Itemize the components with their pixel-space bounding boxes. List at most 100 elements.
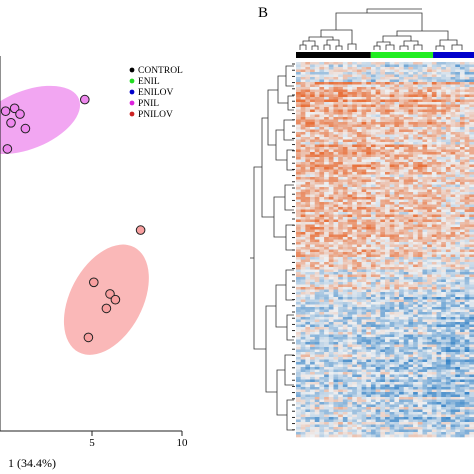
heatmap-cell [356,69,362,73]
heatmap-cell [459,99,465,103]
heatmap-cell [399,232,405,235]
heatmap-cell [361,87,367,90]
heatmap-cell [366,169,372,173]
heatmap-cell [445,64,451,68]
heatmap-cell [441,117,447,120]
heatmap-cell [380,247,386,250]
heatmap-cell [314,372,320,375]
heatmap-cell [417,142,423,145]
heatmap-cell [361,97,367,100]
heatmap-cell [417,127,423,130]
heatmap-cell [356,99,362,103]
heatmap-cell [427,349,433,353]
heatmap-cell [389,199,395,203]
heatmap-cell [464,284,470,288]
heatmap-cell [333,342,339,345]
heatmap-cell [389,352,395,355]
heatmap-cell [338,329,344,333]
heatmap-cell [417,254,423,258]
heatmap-cell [328,312,334,315]
heatmap-cell [305,72,311,75]
heatmap-cell [436,187,442,190]
heatmap-cell [347,367,353,370]
heatmap-cell [310,259,316,263]
heatmap-cell [464,222,470,225]
heatmap-cell [459,239,465,243]
heatmap-cell [314,317,320,320]
heatmap-cell [324,89,330,93]
heatmap-cell [356,224,362,228]
heatmap-cell [352,179,358,183]
heatmap-cell [375,224,381,228]
heatmap-cell [370,277,376,280]
heatmap-cell [389,179,395,183]
heatmap-cell [394,352,400,355]
heatmap-cell [370,292,376,295]
heatmap-cell [450,147,456,150]
heatmap-cell [422,362,428,365]
heatmap-cell [469,84,474,88]
heatmap-cell [356,232,362,235]
heatmap-cell [366,369,372,373]
heatmap-cell [469,69,474,73]
heatmap-cell [361,289,367,293]
heatmap-cell [319,352,325,355]
heatmap-cell [464,289,470,293]
heatmap-cell [422,189,428,193]
heatmap-cell [319,254,325,258]
heatmap-cell [427,94,433,98]
heatmap-cell [389,344,395,348]
heatmap-cell [310,84,316,88]
heatmap-cell [300,142,306,145]
heatmap-cell [328,367,334,370]
heatmap-cell [319,269,325,273]
heatmap-cell [347,162,353,165]
heatmap-cell [324,162,330,165]
heatmap-cell [408,184,414,188]
heatmap-cell [394,99,400,103]
heatmap-cell [300,249,306,253]
heatmap-cell [338,77,344,80]
heatmap-cell [356,259,362,263]
heatmap-cell [413,109,419,113]
heatmap-cell [324,364,330,368]
heatmap-cell [375,149,381,153]
heatmap-cell [394,124,400,128]
heatmap-cell [361,294,367,298]
heatmap-cell [445,304,451,308]
heatmap-cell [399,127,405,130]
heatmap-cell [338,214,344,218]
heatmap-cell [310,239,316,243]
heatmap-cell [305,287,311,290]
heatmap-cell [361,372,367,375]
heatmap-cell [375,139,381,143]
heatmap-cell [427,372,433,375]
heatmap-cell [413,224,419,228]
heatmap-cell [385,139,390,143]
row-dendrogram-branch-6 [275,129,287,161]
heatmap-cell [455,309,461,313]
heatmap-cell [403,377,409,380]
heatmap-cell [441,77,447,80]
heatmap-cell [459,89,465,93]
heatmap-cell [370,352,376,355]
heatmap-cell [380,194,386,198]
heatmap-cell [422,252,428,255]
heatmap-cell [319,89,325,93]
heatmap-cell [370,169,376,173]
heatmap-cell [436,159,442,163]
heatmap-cell [370,154,376,158]
heatmap-cell [366,209,372,213]
heatmap-cell [385,317,390,320]
heatmap-cell [450,117,456,120]
heatmap-cell [436,227,442,230]
heatmap-cell [459,197,465,200]
heatmap-cell [436,79,442,83]
heatmap-cell [399,169,405,173]
heatmap-cell [459,87,465,90]
heatmap-cell [431,107,437,110]
heatmap-cell [356,209,362,213]
heatmap-cell [352,252,358,255]
heatmap-cell [394,112,400,115]
heatmap-cell [296,369,301,373]
